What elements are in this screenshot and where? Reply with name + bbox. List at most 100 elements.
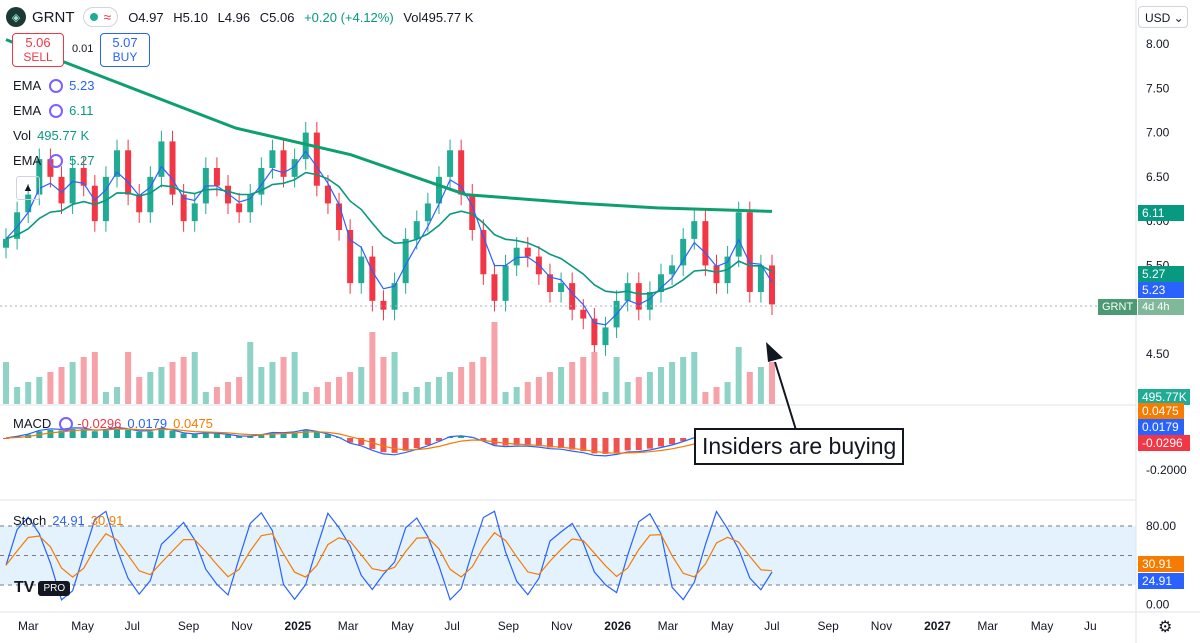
volume-bar — [358, 367, 365, 404]
macd-hist-bar — [247, 436, 254, 438]
volume-bar — [369, 332, 376, 404]
symbol-time-tag: 4d 4h — [1138, 299, 1184, 315]
symbol-logo-icon: ◈ — [6, 7, 26, 27]
candle-body — [313, 132, 320, 186]
stoch-k-line — [5, 510, 773, 601]
settings-gear-icon[interactable]: ⚙ — [1158, 619, 1173, 636]
macd-hist-bar — [558, 438, 565, 448]
stoch-d-value: 30.91 — [90, 513, 124, 528]
refresh-icon[interactable] — [49, 153, 64, 168]
spread-value: 0.01 — [72, 43, 94, 55]
indicator-name: EMA — [13, 103, 42, 118]
candle-body — [635, 283, 642, 310]
change-value: +0.20 (+4.12%) — [304, 9, 394, 25]
macd-hist-bar — [3, 438, 9, 439]
collapse-legend-button[interactable]: ▲ — [16, 176, 40, 200]
volume-bar — [391, 352, 398, 404]
refresh-icon[interactable] — [49, 103, 64, 118]
candle-body — [513, 247, 520, 266]
macd-hist-bar — [569, 438, 576, 450]
candle-body — [136, 194, 143, 213]
volume-bar — [280, 357, 287, 404]
candle-body — [191, 203, 198, 222]
volume-bar — [336, 377, 343, 404]
candle-body — [3, 238, 9, 248]
high-value: H5.10 — [173, 9, 208, 25]
indicator-ema-1[interactable]: EMA 5.23 — [13, 78, 94, 93]
buy-button[interactable]: 5.07 BUY — [100, 33, 150, 67]
ohlc-readout: O4.97 H5.10 L4.96 C5.06 +0.20 (+4.12%) V… — [128, 10, 479, 25]
volume-bar — [313, 387, 320, 404]
refresh-icon[interactable] — [59, 416, 74, 431]
volume-bar — [69, 362, 76, 404]
candle-body — [680, 238, 687, 266]
time-tick-label: 2025 — [285, 619, 312, 633]
ema-long-line — [5, 38, 773, 213]
volume-bar — [413, 387, 420, 404]
tag-ema-long: 6.11 — [1138, 205, 1184, 221]
volume-bar — [291, 352, 298, 404]
volume-bar — [769, 362, 775, 404]
indicator-ema-3[interactable]: EMA 5.27 — [13, 153, 94, 168]
volume-bar — [535, 377, 542, 404]
volume-bar — [47, 372, 54, 404]
market-status-pill[interactable]: ≈ — [82, 7, 119, 27]
indicator-ema-2[interactable]: EMA 6.11 — [13, 103, 94, 118]
candle-body — [14, 212, 21, 239]
macd-hist-bar — [280, 433, 287, 438]
macd-line-value: 0.0179 — [127, 416, 168, 431]
time-tick-label: May — [711, 619, 734, 633]
volume-bar — [491, 322, 498, 404]
volume-pane — [3, 322, 775, 404]
volume-bar — [169, 362, 176, 404]
time-tick-label: Jul — [444, 619, 459, 633]
stoch-legend[interactable]: Stoch 24.91 30.91 — [13, 513, 123, 528]
market-open-icon — [89, 13, 98, 21]
macd-hist-bar — [158, 429, 165, 438]
macd-hist-bar — [313, 432, 320, 438]
volume-bar — [158, 367, 165, 404]
macd-hist-bar — [302, 430, 309, 438]
volume-bar — [513, 387, 520, 404]
candle-body — [180, 194, 187, 222]
indicator-name: EMA — [13, 153, 42, 168]
candle-body — [302, 132, 309, 160]
macd-hist-bar — [236, 436, 243, 438]
symbol-name[interactable]: GRNT — [32, 8, 75, 26]
volume-bar — [713, 387, 720, 404]
candle-body — [225, 185, 232, 204]
macd-hist-bar — [402, 438, 409, 451]
currency-selector[interactable]: USD ⌄ — [1138, 6, 1188, 28]
price-tick-label: 4.50 — [1146, 347, 1170, 361]
macd-hist-bar — [502, 438, 509, 446]
volume-bar — [613, 357, 620, 404]
stoch-name: Stoch — [13, 513, 47, 528]
macd-signal-line — [5, 428, 773, 454]
indicator-volume[interactable]: Vol 495.77 K — [13, 128, 89, 143]
ema-mid-line — [5, 171, 773, 295]
macd-legend[interactable]: MACD -0.0296 0.0179 0.0475 — [13, 416, 213, 431]
price-tick-label: 7.50 — [1146, 81, 1170, 95]
candle-body — [169, 141, 176, 195]
price-tick-label: 8.00 — [1146, 37, 1170, 51]
time-tick-label: Mar — [658, 619, 679, 633]
candle-body — [413, 221, 420, 239]
time-tick-label: Jul — [764, 619, 779, 633]
tag-stoch-k: 24.91 — [1138, 573, 1184, 589]
time-tick-label: 2026 — [604, 619, 631, 633]
stoch-tick-label: 80.00 — [1146, 519, 1176, 533]
time-tick-label: Sep — [178, 619, 200, 633]
macd-hist-bar — [213, 433, 220, 438]
time-tick-label: Nov — [551, 619, 572, 633]
candle-body — [258, 168, 265, 195]
macd-hist-bar — [358, 438, 365, 445]
time-tick-label: Jul — [125, 619, 140, 633]
macd-hist-bar — [624, 438, 631, 451]
macd-hist-bar — [258, 435, 265, 438]
volume-bar — [591, 352, 598, 404]
refresh-icon[interactable] — [49, 78, 64, 93]
sell-button[interactable]: 5.06 SELL — [12, 33, 64, 67]
volume-bar — [102, 392, 109, 404]
candle-body — [702, 221, 709, 266]
